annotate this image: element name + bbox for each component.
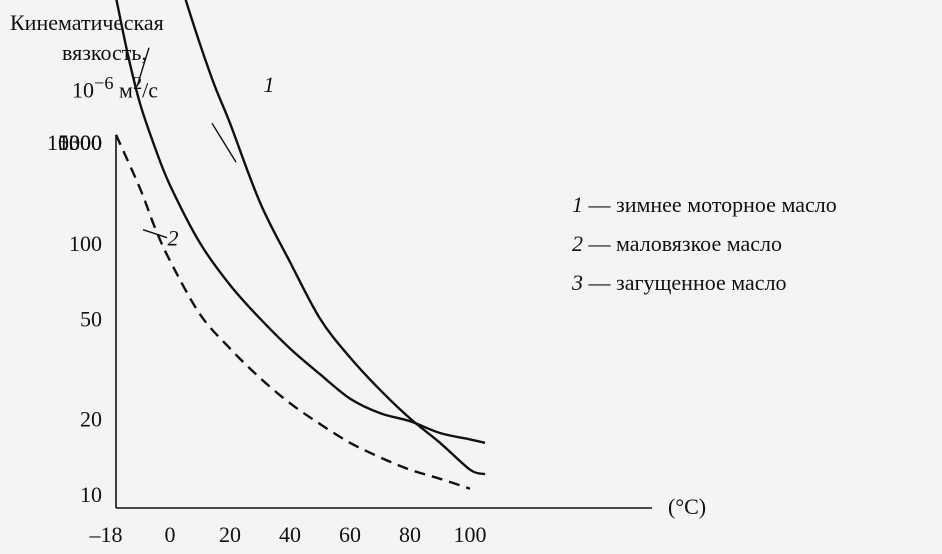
legend-label: — маловязкое масло [583, 231, 783, 256]
unit-exponent: −6 [94, 73, 114, 93]
x-tick-label: 80 [399, 522, 421, 547]
legend-item-3: 3 — загущенное масло [572, 270, 837, 309]
curve-label-3: 3 [149, 0, 161, 5]
series-line-2 [114, 134, 471, 490]
y-axis-unit: 10−6 м2/с [10, 68, 164, 105]
y-title-line-2: вязкость, [62, 40, 147, 65]
y-tick-label: 10000 [47, 130, 102, 155]
unit-meter: м [119, 77, 133, 103]
y-tick-label: 1000 [58, 130, 102, 155]
legend-number: 3 [572, 270, 583, 295]
x-tick-label: 100 [454, 522, 487, 547]
series-lines [114, 0, 486, 490]
legend-label: — загущенное масло [583, 270, 787, 295]
curve-labels: 1 3 2 [136, 0, 275, 251]
legend-number: 1 [572, 192, 583, 217]
legend: 1 — зимнее моторное масло 2 — маловязкое… [572, 192, 837, 309]
curve-label-2: 2 [168, 226, 179, 251]
y-tick-label: 300 [69, 130, 102, 155]
legend-item-2: 2 — маловязкое масло [572, 231, 837, 270]
unit-per-second: /с [142, 77, 158, 103]
curve-label-1: 1 [264, 72, 275, 97]
y-tick-label: 20 [80, 406, 102, 431]
series-line-3 [115, 0, 486, 444]
y-tick-label: 5000 [58, 130, 102, 155]
x-tick-label: 0 [165, 522, 176, 547]
unit-square: 2 [132, 73, 143, 93]
y-title-line-1: Кинематическая [10, 10, 164, 35]
y-axis-title: Кинематическая вязкость, 10−6 м2/с [10, 8, 164, 105]
x-axis-unit: (°C) [668, 494, 707, 519]
x-tick-label: 40 [279, 522, 301, 547]
series-line-1 [184, 0, 486, 476]
y-tick-label: 100 [69, 231, 102, 256]
axes [115, 135, 652, 509]
legend-number: 2 [572, 231, 583, 256]
curve-label-leader-2 [142, 229, 168, 239]
legend-item-1: 1 — зимнее моторное масло [572, 192, 837, 231]
legend-label: — зимнее моторное масло [583, 192, 837, 217]
x-tick-label: 60 [339, 522, 361, 547]
unit-base: 10 [72, 77, 94, 103]
x-tick-label: 20 [219, 522, 241, 547]
x-tick-label: –18 [89, 522, 123, 547]
curve-label-leader-3 [136, 47, 150, 87]
y-tick-label: 10 [80, 482, 102, 507]
y-tick-label: 50 [80, 307, 102, 332]
curve-label-leader-1 [211, 122, 237, 163]
